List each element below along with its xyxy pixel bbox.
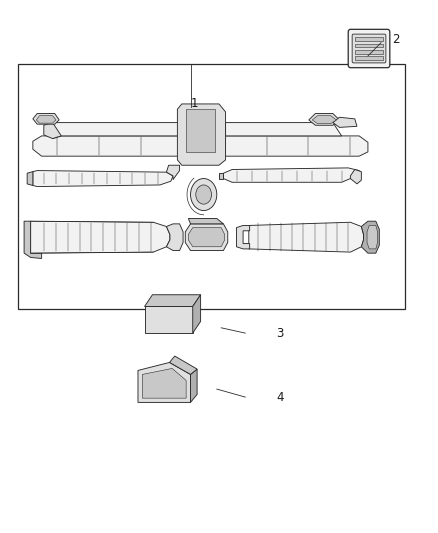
Polygon shape [166, 165, 180, 180]
Bar [355, 56, 383, 60]
Polygon shape [33, 171, 173, 187]
Polygon shape [309, 114, 339, 125]
Polygon shape [237, 225, 250, 249]
Polygon shape [27, 172, 33, 185]
Polygon shape [44, 123, 61, 139]
Bar [147, 310, 190, 330]
Bar [355, 37, 383, 41]
Polygon shape [33, 114, 59, 124]
Polygon shape [170, 356, 197, 374]
Polygon shape [193, 295, 201, 333]
Bar [355, 44, 383, 47]
Text: 3: 3 [276, 327, 283, 340]
Polygon shape [24, 221, 42, 259]
Polygon shape [145, 295, 201, 306]
Polygon shape [219, 173, 223, 179]
FancyBboxPatch shape [352, 34, 386, 63]
Polygon shape [333, 117, 357, 127]
Polygon shape [188, 228, 225, 247]
Bar [355, 50, 383, 54]
Polygon shape [31, 221, 170, 253]
FancyBboxPatch shape [348, 29, 390, 68]
Polygon shape [191, 369, 197, 402]
Polygon shape [36, 116, 56, 123]
Polygon shape [249, 222, 364, 252]
Polygon shape [53, 123, 184, 139]
Polygon shape [355, 169, 359, 179]
Text: 2: 2 [392, 34, 399, 46]
Text: 4: 4 [276, 391, 283, 403]
Polygon shape [367, 225, 378, 249]
Polygon shape [350, 169, 361, 184]
Polygon shape [166, 224, 183, 251]
Polygon shape [361, 221, 379, 253]
Polygon shape [145, 306, 193, 333]
Bar [186, 109, 215, 152]
Polygon shape [188, 219, 223, 224]
Polygon shape [312, 116, 336, 124]
Polygon shape [185, 224, 228, 251]
Polygon shape [223, 168, 355, 182]
Polygon shape [142, 368, 186, 398]
Circle shape [191, 179, 217, 211]
Polygon shape [33, 136, 368, 156]
Circle shape [196, 185, 212, 204]
Polygon shape [226, 123, 342, 136]
Polygon shape [177, 104, 226, 165]
Polygon shape [138, 362, 191, 402]
Bar [18, 64, 405, 309]
Text: 1: 1 [191, 98, 198, 110]
